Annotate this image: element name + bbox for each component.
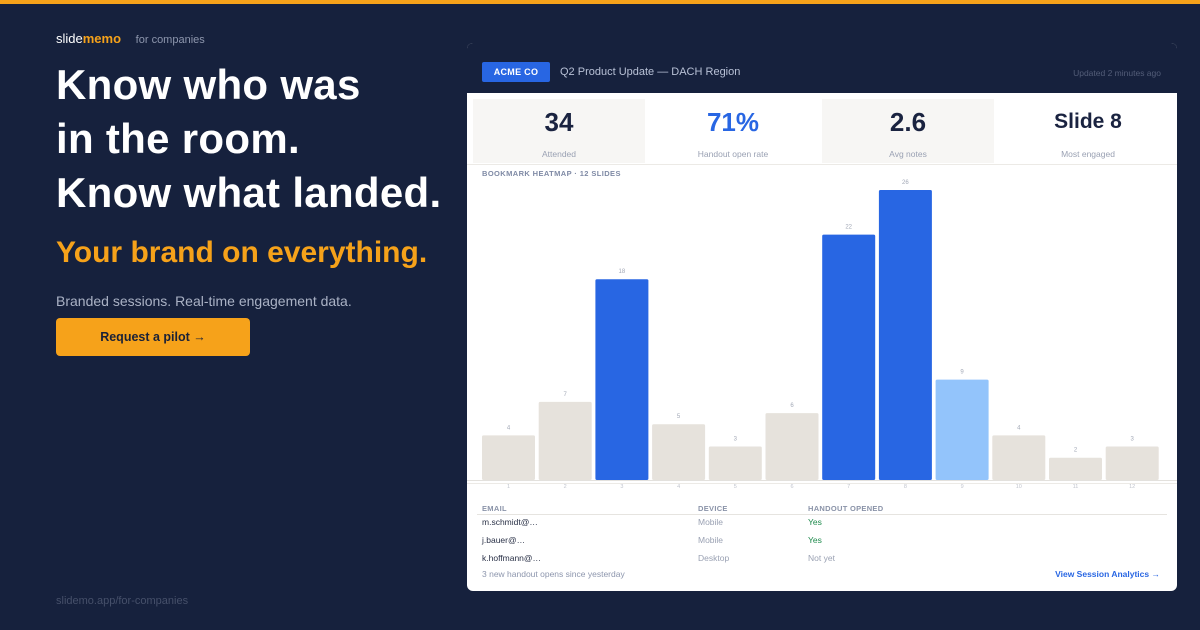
stat-value: 71% <box>706 107 760 137</box>
stat-most-engaged: Slide 8 Most engaged <box>1002 99 1174 163</box>
request-pilot-button[interactable]: Request a pilot → <box>56 318 250 356</box>
bar-value-label: 3 <box>734 437 738 443</box>
bar-value-label: 4 <box>1017 425 1021 431</box>
heatmap-bar <box>992 435 1046 480</box>
row-email: m.schmidt@… <box>482 517 538 527</box>
stat-value: 2.6 <box>889 107 927 137</box>
heatmap-bar <box>1105 446 1159 480</box>
row-email: j.bauer@… <box>482 535 526 545</box>
row-device: Mobile <box>698 517 724 527</box>
footer-url[interactable]: slidemo.app/for-companies <box>56 595 189 607</box>
bar-value-label: 2 <box>1074 448 1078 454</box>
row-opened: Yes <box>808 517 822 527</box>
headline-line-3: Know what landed. <box>56 169 442 216</box>
stat-value: 34 <box>544 107 574 137</box>
heatmap-bar <box>935 379 989 480</box>
brand-tag: for companies <box>135 34 205 46</box>
slide-tick-label: 12 <box>1129 484 1135 490</box>
stat-handout-open-rate: 71% Handout open rate <box>647 99 819 163</box>
row-device: Mobile <box>698 535 724 545</box>
view-session-analytics-link[interactable]: View Session Analytics → <box>1055 569 1160 579</box>
brand-name-part2: memo <box>82 31 122 46</box>
slide-tick-label: 2 <box>564 484 567 490</box>
col-header-handout-opened: HANDOUT OPENED <box>808 504 884 513</box>
stat-label: Handout open rate <box>697 149 769 159</box>
row-opened: Yes <box>808 535 822 545</box>
stat-value: Slide 8 <box>1054 110 1122 133</box>
bar-value-label: 3 <box>1131 437 1135 443</box>
headline-line-2: in the room. <box>56 115 300 162</box>
table-divider <box>467 483 1177 484</box>
updated-timestamp: Updated 2 minutes ago <box>1073 68 1161 78</box>
bar-value-label: 26 <box>902 180 909 186</box>
row-email: k.hoffmann@… <box>482 553 542 563</box>
bar-value-label: 9 <box>960 370 964 376</box>
heatmap-bar <box>878 190 932 480</box>
slide-tick-label: 5 <box>734 484 737 490</box>
row-opened: Not yet <box>808 553 835 563</box>
bar-value-label: 4 <box>507 425 511 431</box>
stat-label: Avg notes <box>889 149 927 159</box>
heatmap-bar <box>538 401 592 480</box>
heatmap-bar <box>482 435 535 480</box>
brand-name-part1: slide <box>56 31 83 46</box>
heatmap-bar <box>822 234 876 480</box>
hero-headline: Know who was in the room. Know what land… <box>56 58 476 220</box>
slide-tick-label: 9 <box>961 484 964 490</box>
bar-value-label: 22 <box>845 225 852 231</box>
slide-tick-label: 1 <box>507 484 510 490</box>
heatmap-bar <box>595 279 649 480</box>
stat-attended: 34 Attended <box>473 99 645 163</box>
heatmap-bar <box>1049 457 1102 480</box>
session-title: Q2 Product Update — DACH Region <box>560 66 741 78</box>
col-header-email: EMAIL <box>482 504 507 513</box>
slide-tick-label: 8 <box>904 484 907 490</box>
slide-tick-label: 4 <box>677 484 680 490</box>
col-header-device: DEVICE <box>698 504 728 513</box>
stat-label: Attended <box>541 149 577 159</box>
slide-tick-label: 6 <box>790 484 793 490</box>
dashboard-card: ACME CO Q2 Product Update — DACH Region … <box>467 43 1177 591</box>
table-header-divider <box>477 514 1167 515</box>
bar-value-label: 7 <box>564 392 568 398</box>
company-chip: ACME CO <box>482 62 550 82</box>
stat-label: Most engaged <box>1061 149 1115 159</box>
hero-subtitle: Branded sessions. Real-time engagement d… <box>56 293 352 309</box>
headline-line-1: Know who was <box>56 61 361 108</box>
heatmap-label: BOOKMARK HEATMAP · 12 SLIDES <box>482 169 621 178</box>
top-accent-stripe <box>0 0 1200 4</box>
heatmap-bar <box>708 446 762 480</box>
brand-logo[interactable]: slidememo for companies <box>56 31 205 46</box>
hero-tagline: Your brand on everything. <box>56 236 428 269</box>
slide-tick-label: 10 <box>1016 484 1022 490</box>
slide-tick-label: 11 <box>1073 484 1079 490</box>
bar-value-label: 6 <box>790 403 794 409</box>
stat-avg-notes: 2.6 Avg notes <box>822 99 994 163</box>
slide-tick-label: 3 <box>620 484 623 490</box>
bar-value-label: 5 <box>677 414 681 420</box>
heatmap-bar <box>765 413 819 480</box>
heatmap-bar <box>652 424 706 480</box>
dashboard-header: ACME CO Q2 Product Update — DACH Region … <box>467 43 1177 93</box>
handout-opens-note: 3 new handout opens since yesterday <box>482 569 625 579</box>
row-device: Desktop <box>698 553 730 563</box>
stats-divider <box>467 164 1177 165</box>
slide-tick-label: 7 <box>847 484 850 490</box>
bar-value-label: 18 <box>619 269 626 275</box>
bookmark-heatmap-chart: 4 1 7 2 18 3 5 4 3 5 6 6 22 7 26 8 9 9 4 10 2 11 3 12 <box>467 180 1177 490</box>
